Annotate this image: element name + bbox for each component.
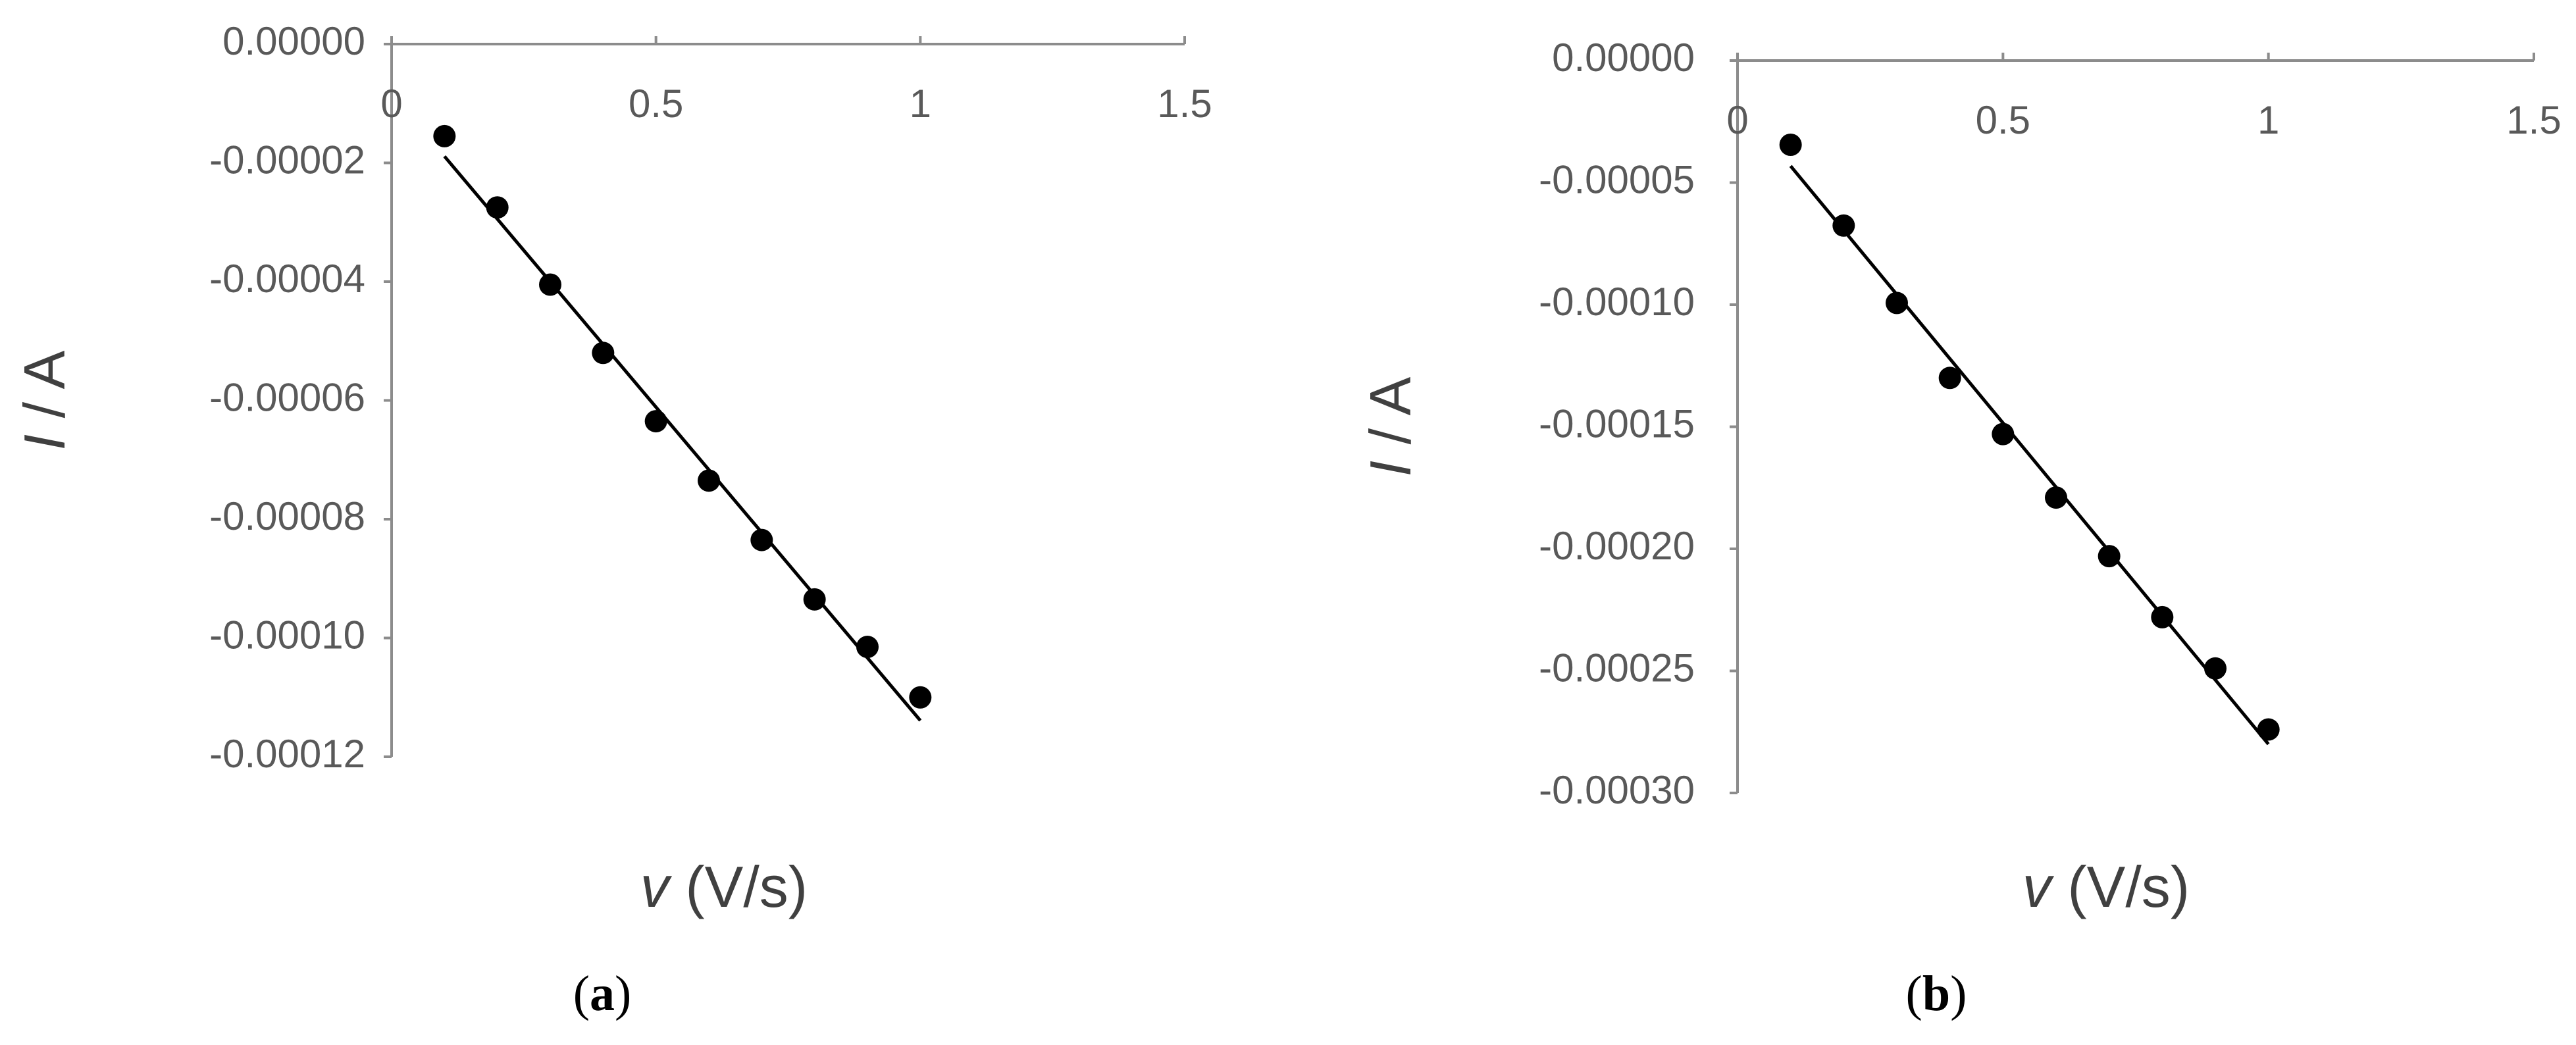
x-label-symbol: v (640, 854, 673, 919)
data-point (909, 686, 932, 709)
x-tick-label: 0 (1726, 98, 1748, 142)
y-tick-label: 0.00000 (222, 19, 365, 63)
panel-label-part: a (590, 966, 615, 1021)
y-tick-label: -0.00012 (209, 732, 365, 776)
data-point (2045, 486, 2067, 509)
data-point (856, 636, 879, 659)
data-point (1886, 292, 1908, 315)
y-axis-label: I / A (12, 350, 77, 450)
data-point (1832, 214, 1855, 237)
x-axis-label: v (V/s) (2022, 854, 2190, 919)
panel-label-part: ( (1906, 966, 1922, 1021)
x-tick-label: 1 (2257, 98, 2279, 142)
data-point (2151, 605, 2174, 628)
y-tick-label: -0.00004 (209, 257, 365, 301)
y-label-symbol: I (12, 434, 77, 450)
y-label-unit: / A (1358, 376, 1423, 444)
y-tick-label: -0.00010 (1539, 280, 1695, 324)
data-point (539, 273, 561, 296)
panel-label: (a) (573, 966, 632, 1021)
data-point (1938, 367, 1961, 390)
y-tick-label: -0.00015 (1539, 401, 1695, 446)
x-label-symbol: v (2022, 854, 2055, 919)
data-point (803, 588, 826, 611)
data-point (698, 469, 720, 492)
x-label-unit: (V/s) (2067, 854, 2190, 919)
y-axis-label: I / A (1358, 376, 1423, 476)
x-tick-label: 0 (380, 82, 402, 126)
x-tick-label: 1.5 (2506, 98, 2561, 142)
data-point (433, 124, 456, 147)
data-point (750, 528, 773, 551)
trendline (443, 155, 922, 722)
x-label-unit: (V/s) (685, 854, 808, 919)
x-tick-label: 1 (910, 82, 931, 126)
data-point (2204, 657, 2227, 680)
data-point (1992, 422, 2015, 446)
data-point (486, 196, 509, 219)
panel-label-part: b (1922, 966, 1950, 1021)
x-tick-label: 0.5 (1976, 98, 2030, 142)
data-point (1779, 133, 1802, 156)
data-point (644, 410, 667, 433)
data-point (2098, 545, 2121, 568)
panel-label: (b) (1906, 966, 1967, 1021)
x-tick-label: 1.5 (1157, 82, 1212, 126)
x-axis-label: v (V/s) (640, 854, 808, 919)
x-tick-label: 0.5 (629, 82, 683, 126)
y-tick-label: 0.00000 (1552, 36, 1695, 80)
y-label-unit: / A (12, 350, 77, 418)
y-tick-label: -0.00010 (209, 613, 365, 657)
y-tick-label: -0.00008 (209, 494, 365, 538)
y-tick-label: -0.00025 (1539, 646, 1695, 690)
y-tick-label: -0.00020 (1539, 524, 1695, 568)
y-tick-label: -0.00006 (209, 375, 365, 419)
y-tick-label: -0.00030 (1539, 768, 1695, 812)
panel-label-part: ) (1950, 966, 1967, 1021)
data-point (592, 342, 615, 365)
panel-label-part: ) (615, 966, 631, 1021)
y-tick-label: -0.00005 (1539, 157, 1695, 201)
y-tick-label: -0.00002 (209, 138, 365, 182)
trendline (1789, 165, 2270, 746)
y-label-symbol: I (1358, 461, 1423, 476)
panel-label-part: ( (573, 966, 590, 1021)
data-point (2257, 718, 2280, 741)
